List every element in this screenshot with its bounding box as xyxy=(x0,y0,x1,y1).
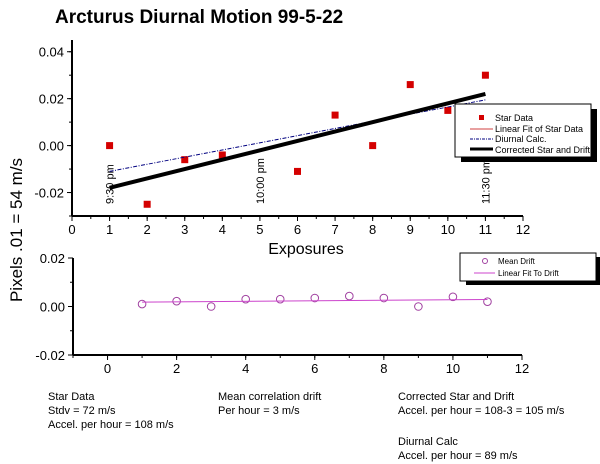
note-line: Corrected Star and Drift xyxy=(398,391,515,403)
legend-label: Corrected Star and Drift xyxy=(495,145,591,155)
y-tick-label: 0.02 xyxy=(39,92,64,107)
y-tick-label: 0.02 xyxy=(40,251,65,266)
x-tick-label: 4 xyxy=(242,361,249,376)
note-line: Per hour = 3 m/s xyxy=(218,405,300,417)
y-axis-label: Pixels .01 = 54 m/s xyxy=(7,158,26,302)
data-point-star-data xyxy=(294,167,301,175)
time-annotation: 11:30 pm xyxy=(480,159,492,204)
legend-label: Linear Fit of Star Data xyxy=(495,124,583,134)
x-tick-label: 12 xyxy=(515,361,529,376)
y-tick-label: 0.00 xyxy=(40,300,65,315)
data-point-star-data xyxy=(331,111,339,119)
data-point-star-data xyxy=(143,200,151,208)
note-line: Stdv = 72 m/s xyxy=(48,405,116,417)
legend-marker-mean-drift xyxy=(482,258,488,264)
data-point-mean-drift xyxy=(483,297,492,306)
series-line-diurnal-calc- xyxy=(109,99,486,172)
note-line: Diurnal Calc xyxy=(398,436,458,448)
data-point-star-data xyxy=(406,81,414,89)
x-tick-label: 9 xyxy=(407,222,414,237)
y-tick-label: -0.02 xyxy=(34,186,64,201)
y-tick-label: 0.00 xyxy=(39,139,64,154)
time-annotation: 9:30 pm xyxy=(105,164,117,204)
notes-corrected: Corrected Star and Drift Accel. per hour… xyxy=(398,390,564,418)
note-line: Star Data xyxy=(48,391,95,403)
legend-top: Star Data Linear Fit of Star Data Diurna… xyxy=(454,103,597,162)
x-tick-label: 11 xyxy=(479,222,493,237)
x-tick-label: 10 xyxy=(441,222,455,237)
legend-label: Linear Fit To Drift xyxy=(498,269,560,278)
x-tick-label: 4 xyxy=(219,222,226,237)
x-tick-label: 2 xyxy=(173,361,180,376)
x-tick-label: 12 xyxy=(516,222,530,237)
data-point-mean-drift xyxy=(345,291,354,301)
data-point-star-data xyxy=(106,142,114,150)
note-line: Accel. per hour = 108-3 = 105 m/s xyxy=(398,405,565,417)
x-tick-label: 2 xyxy=(144,222,151,237)
data-point-star-data xyxy=(481,71,489,79)
x-tick-label: 10 xyxy=(446,361,460,376)
legend-label: Mean Drift xyxy=(498,257,536,266)
data-point-star-data xyxy=(369,142,377,150)
x-tick-label: 1 xyxy=(106,222,113,237)
notes-drift: Mean correlation drift Per hour = 3 m/s xyxy=(218,390,321,418)
x-tick-label: 0 xyxy=(68,222,75,237)
note-line: Accel. per hour = 89 m/s xyxy=(398,450,518,462)
data-point-mean-drift xyxy=(206,302,216,311)
legend-label: Diurnal Calc. xyxy=(495,134,547,144)
note-line: Accel. per hour = 108 m/s xyxy=(48,419,174,431)
y-tick-label: -0.02 xyxy=(35,348,65,363)
y-tick-label: 0.04 xyxy=(39,45,64,60)
x-tick-label: 7 xyxy=(331,222,338,237)
x-tick-label: 8 xyxy=(369,222,376,237)
x-tick-label: 5 xyxy=(256,222,263,237)
series-line-corrected-star-and-drift xyxy=(109,92,486,190)
data-point-star-data xyxy=(218,151,226,159)
data-point-mean-drift xyxy=(241,294,250,304)
x-tick-label: 0 xyxy=(104,361,111,376)
legend-bottom: Mean Drift Linear Fit To Drift xyxy=(459,252,600,285)
data-point-mean-drift xyxy=(414,302,423,311)
data-point-mean-drift xyxy=(275,294,285,304)
legend-marker-star-data xyxy=(479,115,484,120)
x-axis-label: Exposures xyxy=(268,241,344,258)
note-line: Mean correlation drift xyxy=(218,391,322,403)
series-line-linear-fit-to-drift xyxy=(142,298,488,303)
x-tick-label: 3 xyxy=(181,222,188,237)
x-tick-label: 8 xyxy=(380,361,387,376)
data-point-mean-drift xyxy=(172,296,181,306)
data-point-star-data xyxy=(181,156,189,164)
x-tick-label: 6 xyxy=(294,222,301,237)
legend-label: Star Data xyxy=(495,113,533,123)
time-annotation: 10:00 pm xyxy=(255,158,267,204)
notes-diurnal: Diurnal Calc Accel. per hour = 89 m/s xyxy=(398,435,518,463)
data-point-star-data xyxy=(444,106,452,114)
x-tick-label: 6 xyxy=(311,361,318,376)
chart-title: Arcturus Diurnal Motion 99-5-22 xyxy=(55,7,343,28)
data-point-mean-drift xyxy=(448,292,458,302)
notes-star-data: Star Data Stdv = 72 m/s Accel. per hour … xyxy=(48,390,174,432)
data-point-mean-drift xyxy=(137,299,147,309)
data-point-mean-drift xyxy=(310,293,320,303)
data-point-mean-drift xyxy=(379,293,389,303)
